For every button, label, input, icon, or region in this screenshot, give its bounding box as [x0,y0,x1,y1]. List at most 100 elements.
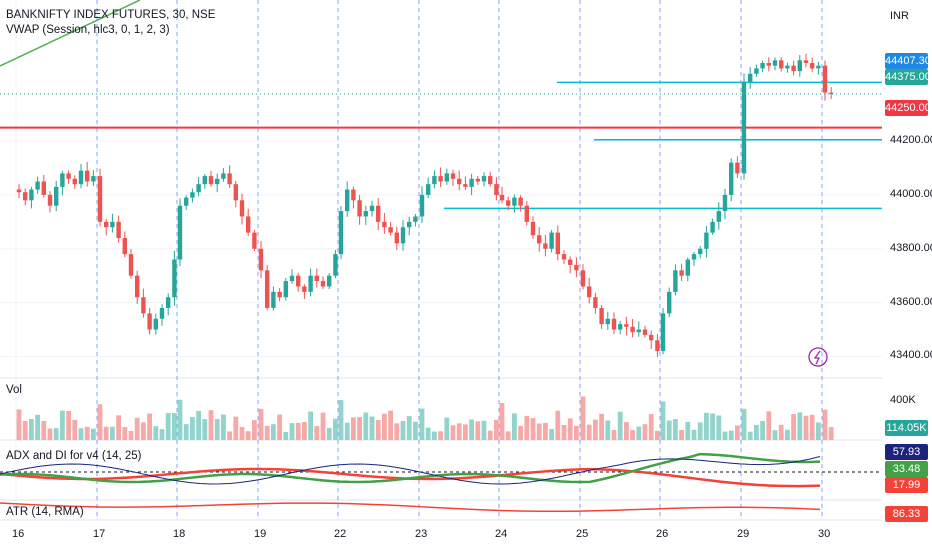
volume-bar [456,423,462,440]
candle-body [419,194,425,217]
candle-body [729,162,734,195]
volume-bar [605,420,611,440]
volume-bar [685,421,691,440]
volume-bar [828,427,834,440]
candle-body [438,176,443,182]
candle-body [667,291,672,314]
volume-bar [227,431,232,440]
time-axis-tick: 16 [12,528,25,540]
candle-body [72,178,77,185]
volume-bar [648,414,654,440]
candle-body [524,205,529,222]
candle-body [741,81,747,174]
candle-body [499,194,505,201]
volume-bar [599,413,604,440]
volume-bar [320,412,326,440]
price-axis-tick: 44000.00 [890,187,932,200]
volume-bar [29,419,34,440]
volume-bar [561,424,567,440]
volume-bar [691,429,697,440]
volume-bar [91,428,96,440]
volume-bar [499,403,505,440]
adx-mid-tag: 33.48 [885,461,928,477]
volume-bar [419,408,425,440]
volume-pane-label[interactable]: Vol [6,384,22,396]
candle-body [388,227,393,233]
volume-bar [41,421,47,440]
volume-bar [704,412,709,440]
candle-body [407,221,412,228]
candle-body [66,173,71,179]
volume-bar [208,410,214,440]
candle-body [369,205,375,212]
volume-bar [785,429,790,440]
volume-bar [630,430,635,440]
time-axis-tick: 23 [415,528,428,540]
volume-bar [642,424,648,440]
candle-body [494,184,499,195]
candle-body [766,63,771,66]
candle-body [258,248,264,271]
candle-body [122,238,127,255]
candle-body [413,216,418,222]
candle-body [722,194,728,212]
chart-header: BANKNIFTY INDEX FUTURES, 30, NSE VWAP (S… [6,8,215,38]
volume-bar [555,410,561,440]
volume-bar [518,425,523,440]
volume-bar [53,428,59,440]
volume-bar [716,415,722,440]
volume-bar [666,420,672,440]
vwap-indicator-label[interactable]: VWAP (Session, hlc3, 0, 1, 2, 3) [6,24,170,36]
candle-body [302,286,307,292]
atr-pane-label[interactable]: ATR (14, RMA) [6,506,84,518]
volume-bar [425,427,431,440]
candle-body [506,200,511,206]
candle-body [426,184,431,195]
candle-body [760,63,765,69]
candle-body [110,221,115,228]
candle-body [314,275,319,282]
volume-bar [432,431,437,440]
volume-bar [165,413,171,440]
candle-body [587,286,592,298]
candle-body [816,65,821,69]
volume-bar [722,431,728,440]
volume-bar [660,401,666,440]
candle-body [537,235,542,244]
symbol-title[interactable]: BANKNIFTY INDEX FUTURES, 30, NSE [6,9,216,21]
volume-bar [258,408,264,440]
candle-body [141,297,146,314]
volume-bar [549,429,554,440]
candle-body [593,297,598,308]
volume-bar [47,428,53,440]
volume-bar [543,422,548,440]
volume-bar [797,412,803,440]
volume-bar [344,422,350,440]
volume-bar [147,413,152,440]
volume-bar [314,426,320,440]
volume-bar [772,430,778,440]
candle-body [147,313,152,330]
volume-bar [747,431,753,440]
candle-body [202,176,207,185]
replay-icon [808,347,828,367]
adx-pane-label[interactable]: ADX and DI for v4 (14, 25) [6,450,142,462]
volume-bar [333,418,338,440]
volume-bar [190,416,195,440]
candle-body [543,243,548,249]
candle-body [624,324,629,327]
volume-bar [22,420,28,440]
volume-bar [183,424,189,440]
candle-body [748,73,753,82]
volume-bar [283,431,289,440]
candle-body [779,60,784,69]
volume-bar [481,420,487,440]
candle-body [239,200,245,217]
volume-axis-tick: 400K [890,394,916,406]
candle-body [85,170,90,182]
volume-bar [778,424,784,440]
price-axis-tick: 44200.00 [890,134,932,147]
volume-bar [791,414,796,440]
candle-body [618,324,623,330]
